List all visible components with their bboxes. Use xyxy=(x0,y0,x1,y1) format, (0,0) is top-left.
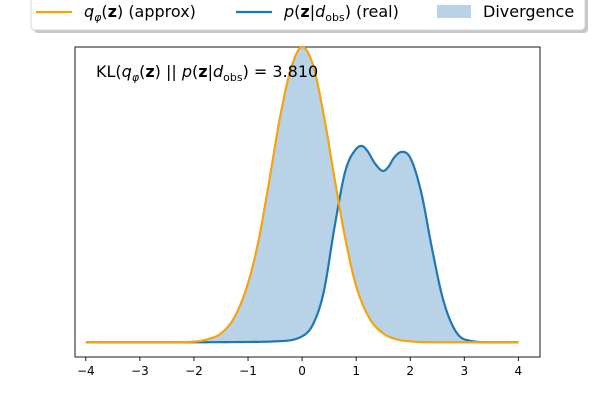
x-tick-label: 4 xyxy=(515,364,523,378)
legend-divergence-label: Divergence xyxy=(483,2,574,21)
legend: qφ(z) (approx) p(z|dobs) (real) Divergence xyxy=(30,0,588,33)
x-axis: −4 −3 −2 −1 0 1 2 3 4 xyxy=(77,357,522,378)
series-lines-layer xyxy=(85,45,519,344)
x-tick-label: 1 xyxy=(352,364,360,378)
divergence-fill-layer xyxy=(85,47,519,343)
x-tick-label: −3 xyxy=(131,364,149,378)
divergence-area xyxy=(85,47,519,343)
x-tick-label: −1 xyxy=(239,364,257,378)
x-tick-label: 2 xyxy=(406,364,414,378)
legend-p-label: p(z|dobs) (real) xyxy=(283,2,399,24)
x-tick-label: 0 xyxy=(298,364,306,378)
x-tick-label: −2 xyxy=(185,364,203,378)
legend-divergence-swatch xyxy=(437,5,471,18)
kl-annotation: KL(qφ(z) || p(z|dobs) = 3.810 xyxy=(96,62,318,84)
x-tick-label: 3 xyxy=(460,364,468,378)
legend-q-label: qφ(z) (approx) xyxy=(84,2,196,24)
x-tick-label: −4 xyxy=(77,364,95,378)
q-approx-line xyxy=(85,45,519,344)
